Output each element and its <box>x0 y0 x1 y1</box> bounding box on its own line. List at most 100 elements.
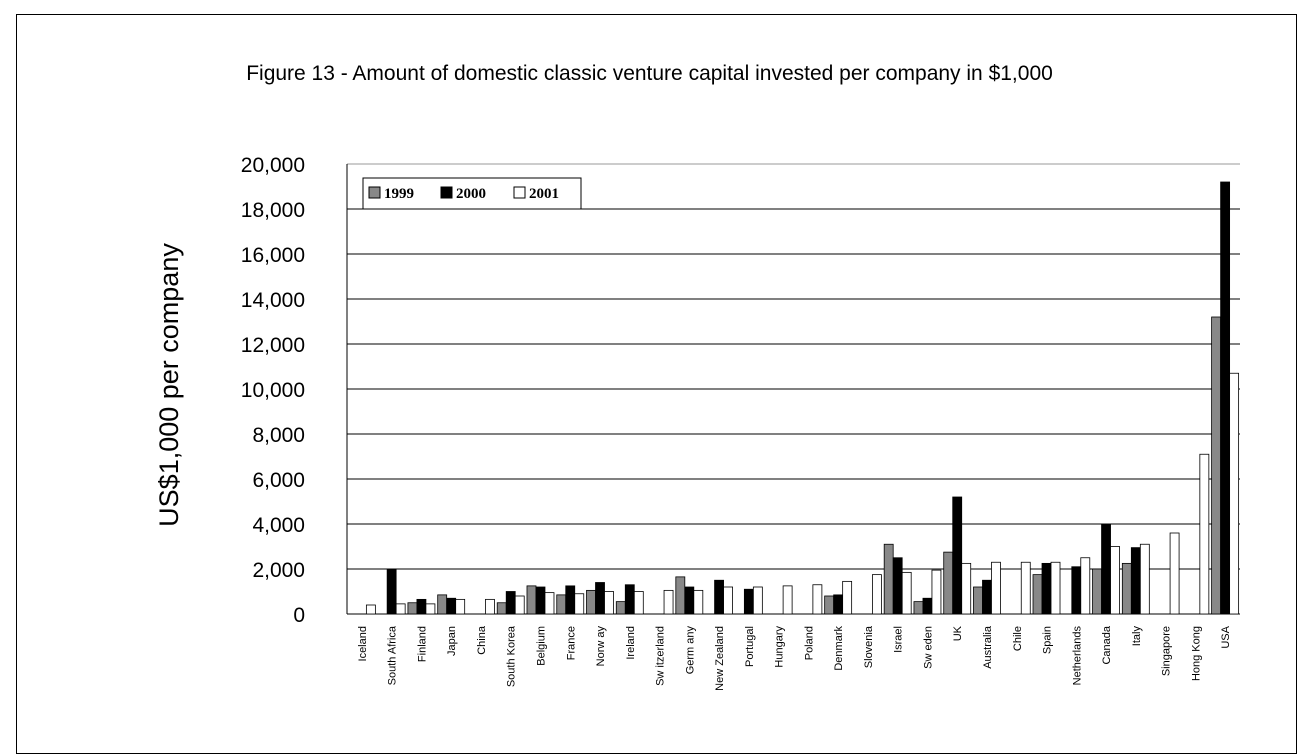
bar-2001 <box>1020 561 1031 615</box>
x-tick-label: Sw itzerland <box>655 626 667 686</box>
bar-2001 <box>1169 532 1180 615</box>
bar-2000 <box>892 557 903 615</box>
legend-label: 2001 <box>529 186 559 202</box>
x-tick-label: Iceland <box>357 626 369 661</box>
bar-2000 <box>1041 562 1052 615</box>
bar-2001 <box>1229 372 1240 615</box>
bar-1999 <box>675 576 686 615</box>
bar-2000 <box>446 597 457 615</box>
bar-2000 <box>505 591 516 615</box>
bar-2001 <box>1080 557 1091 615</box>
bar-2001 <box>1110 546 1120 615</box>
x-tick-label: Italy <box>1131 626 1143 647</box>
x-tick-label: Germ any <box>684 626 696 675</box>
bar-2001 <box>901 571 912 615</box>
bar-2001 <box>633 591 644 615</box>
bar-2001 <box>1199 453 1210 615</box>
x-tick-label: Norw ay <box>595 626 607 667</box>
bar-1999 <box>556 594 567 615</box>
x-tick-label: Belgium <box>535 626 547 666</box>
bar-1999 <box>1211 316 1222 615</box>
bar-chart: 0 2,000 4,000 6,000 8,000 10,000 12,000 14,000 1… <box>154 154 1240 691</box>
bar-2000 <box>833 594 844 615</box>
bars <box>365 181 1240 615</box>
bar-2000 <box>684 586 695 615</box>
x-tick-label: Netherlands <box>1071 626 1083 686</box>
bar-1999 <box>407 602 418 615</box>
x-axis-labels: Iceland South Africa Finland Japan China Sout… <box>357 625 1232 691</box>
bar-2000 <box>982 579 992 615</box>
x-tick-label: South Korea <box>506 625 518 687</box>
x-tick-label: Sw eden <box>922 626 934 669</box>
bar-2001 <box>1050 561 1061 615</box>
bar-2001 <box>961 562 972 615</box>
bar-2000 <box>416 598 427 615</box>
legend-box <box>362 177 582 210</box>
bar-1999 <box>1032 574 1043 615</box>
x-tick-label: New Zealand <box>714 626 726 691</box>
bar-2000 <box>952 496 963 615</box>
y-tick-label: 14,000 <box>241 289 305 312</box>
bar-1999 <box>526 585 537 615</box>
bar-2001 <box>693 589 704 615</box>
legend-swatch <box>440 186 453 199</box>
bar-2001 <box>604 591 614 615</box>
bar-2000 <box>1101 523 1111 615</box>
x-tick-label: Chile <box>1012 626 1024 651</box>
bar-2001 <box>455 598 466 615</box>
bar-1999 <box>496 602 507 615</box>
bar-2001 <box>842 580 853 615</box>
y-tick-label: 16,000 <box>241 244 305 267</box>
legend: 1999 2000 2001 <box>362 177 582 210</box>
bar-2000 <box>535 586 546 615</box>
x-tick-label: Spain <box>1042 626 1054 654</box>
bar-1999 <box>913 601 924 615</box>
x-tick-label: Ireland <box>625 626 637 660</box>
bar-2001 <box>514 595 525 615</box>
bar-2000 <box>1071 566 1082 615</box>
x-tick-label: France <box>565 626 577 660</box>
x-tick-label: UK <box>952 625 964 641</box>
bar-1999 <box>943 551 954 615</box>
y-axis-label: US$1,000 per company <box>154 243 184 527</box>
x-tick-label: Israel <box>893 626 905 653</box>
bar-2001 <box>365 604 376 615</box>
bar-1999 <box>824 595 835 615</box>
bar-1999 <box>586 589 596 615</box>
bar-2001 <box>872 574 882 615</box>
y-tick-label: 12,000 <box>241 334 305 357</box>
bar-2000 <box>565 585 576 615</box>
legend-label: 2000 <box>456 186 486 202</box>
y-tick-label: 0 <box>293 604 305 627</box>
y-tick-label: 6,000 <box>252 469 305 492</box>
bar-1999 <box>437 594 448 615</box>
bar-2000 <box>1130 547 1141 615</box>
bar-1999 <box>615 601 626 615</box>
x-tick-label: Slovenia <box>863 625 875 668</box>
bar-2001 <box>663 589 674 615</box>
bar-2001 <box>395 603 406 615</box>
bar-2001 <box>782 585 793 615</box>
y-tick-label: 4,000 <box>252 514 305 537</box>
bar-2001 <box>485 598 495 615</box>
bar-1999 <box>1092 568 1102 615</box>
y-tick-label: 18,000 <box>241 199 305 222</box>
x-tick-label: Japan <box>446 626 458 656</box>
bar-2000 <box>1220 181 1231 615</box>
bar-2001 <box>991 561 1001 615</box>
x-tick-label: China <box>476 625 488 655</box>
x-tick-label: Canada <box>1101 625 1113 664</box>
bar-2000 <box>922 597 933 615</box>
gridlines <box>346 163 1240 615</box>
y-tick-label: 10,000 <box>241 379 305 402</box>
x-tick-label: Australia <box>982 625 994 669</box>
bar-2001 <box>425 603 436 615</box>
legend-label: 1999 <box>384 186 414 202</box>
bar-2000 <box>386 568 397 615</box>
x-tick-label: Poland <box>803 626 815 660</box>
legend-swatch <box>368 186 381 199</box>
bar-1999 <box>973 586 983 615</box>
y-tick-label: 2,000 <box>252 559 305 582</box>
x-tick-label: USA <box>1220 625 1232 648</box>
bar-2000 <box>743 588 754 615</box>
